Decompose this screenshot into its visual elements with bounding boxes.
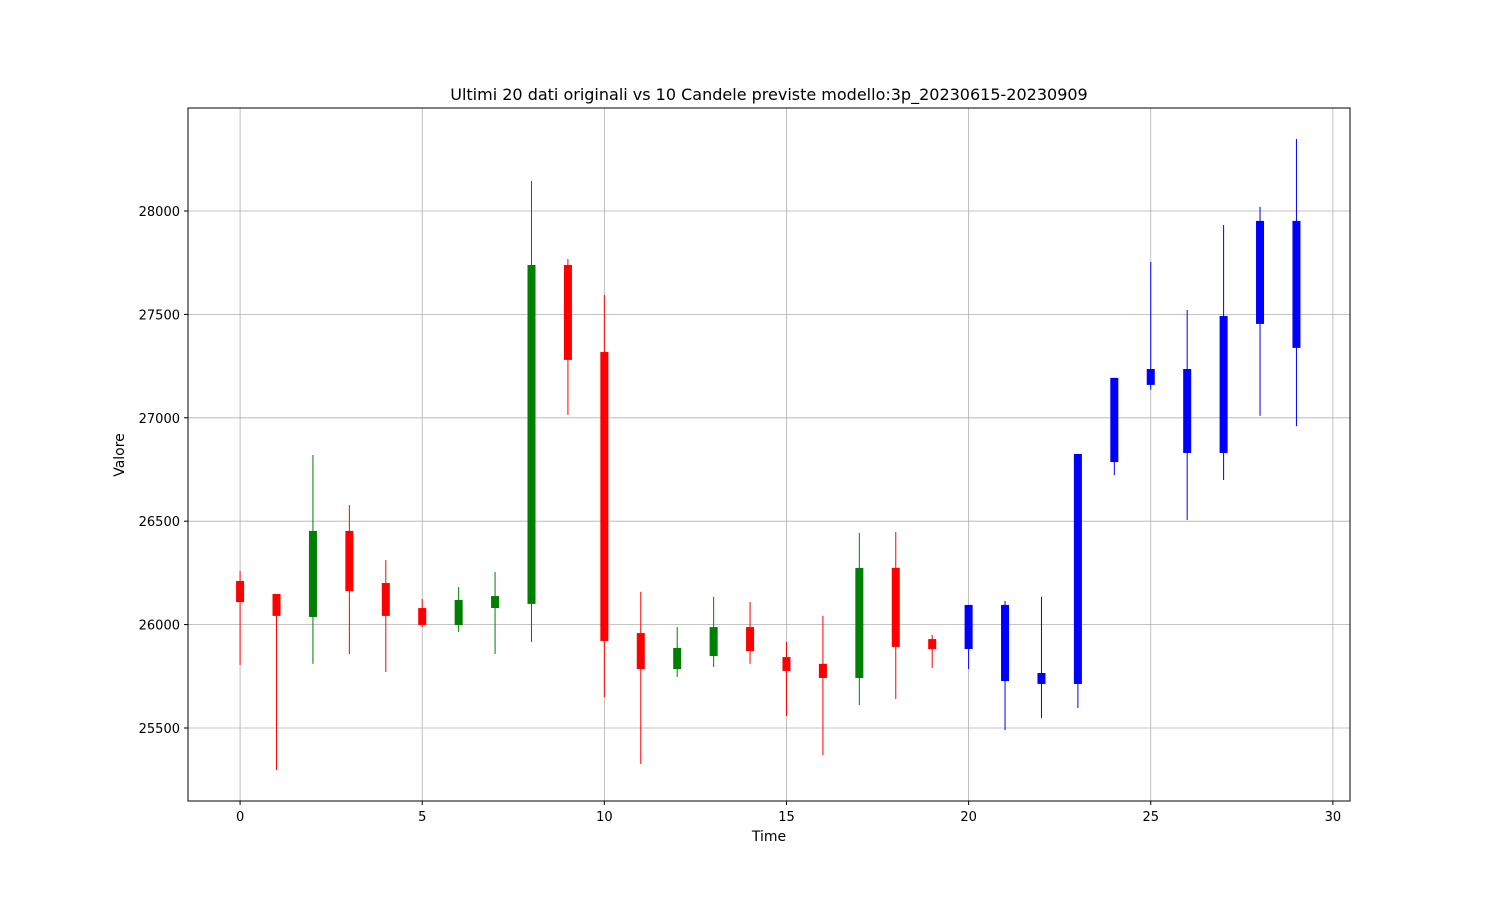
y-tick-label: 25500 — [139, 722, 180, 737]
x-tick-label: 30 — [1325, 810, 1342, 825]
candle-body — [636, 633, 645, 670]
candle-body — [709, 627, 718, 657]
candle-body — [673, 647, 682, 670]
x-tick-label: 20 — [960, 810, 977, 825]
y-tick-label: 27500 — [139, 308, 180, 323]
x-tick-label: 10 — [596, 810, 613, 825]
candle-body — [381, 583, 390, 616]
candle-body — [818, 663, 827, 678]
candle-body — [891, 567, 900, 647]
candle-body — [1256, 220, 1265, 324]
candle-body — [491, 596, 500, 609]
candle-body — [454, 599, 463, 626]
candle-body — [1073, 453, 1082, 684]
candle-body — [782, 657, 791, 671]
candle-body — [345, 530, 354, 592]
y-tick-label: 28000 — [139, 205, 180, 220]
y-tick-label: 26000 — [139, 619, 180, 634]
candle-body — [1292, 220, 1301, 348]
candle-body — [746, 627, 755, 652]
candle-body — [563, 264, 572, 360]
x-tick-label: 5 — [418, 810, 426, 825]
y-tick-label: 27000 — [139, 412, 180, 427]
candle-body — [600, 352, 609, 641]
x-tick-label: 25 — [1142, 810, 1159, 825]
candle-body — [236, 580, 245, 603]
x-tick-label: 0 — [236, 810, 244, 825]
candle-body — [1146, 368, 1155, 385]
candle-body — [1110, 377, 1119, 463]
candle-body — [1001, 604, 1010, 682]
y-axis-label: Valore — [112, 433, 128, 477]
chart-title: Ultimi 20 dati originali vs 10 Candele p… — [450, 85, 1087, 105]
candle-body — [1183, 368, 1192, 453]
candle-body — [272, 593, 281, 616]
candle-body — [1037, 672, 1046, 684]
candle-body — [527, 264, 536, 604]
candle-body — [928, 639, 937, 649]
candle-body — [964, 604, 973, 649]
candle-body — [418, 608, 427, 626]
candle-body — [855, 567, 864, 678]
x-axis-label: Time — [751, 829, 786, 845]
candle-body — [1219, 316, 1228, 453]
x-tick-label: 15 — [778, 810, 795, 825]
candle-body — [308, 530, 317, 617]
y-tick-label: 26500 — [139, 515, 180, 530]
plot-frame — [187, 107, 1351, 802]
